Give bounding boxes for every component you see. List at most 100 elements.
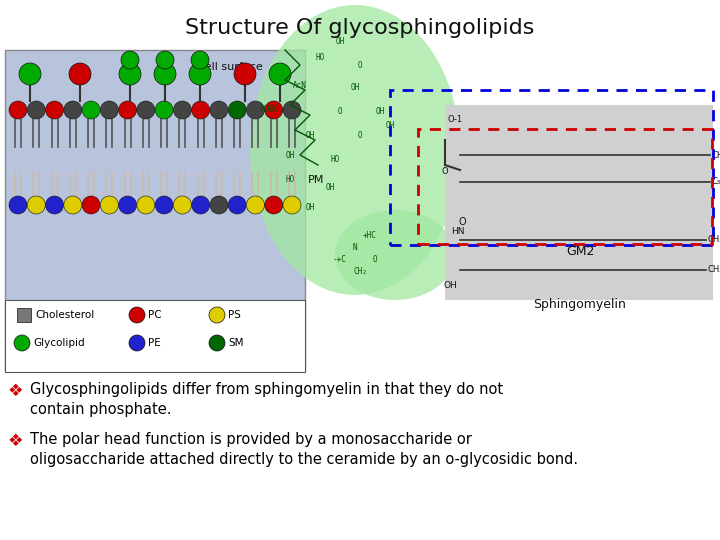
Text: +HC: +HC [363,231,377,240]
Bar [445,105,713,247]
Circle shape [246,101,264,119]
Circle shape [82,101,100,119]
Circle shape [119,101,137,119]
Circle shape [265,101,283,119]
Text: Glycolipid: Glycolipid [33,338,85,348]
Text: O: O [373,255,377,265]
Circle shape [27,196,45,214]
Circle shape [265,196,283,214]
Text: CH₃: CH₃ [712,151,720,159]
Text: O: O [358,131,362,139]
Circle shape [64,196,82,214]
Circle shape [228,196,246,214]
Circle shape [119,63,141,85]
Circle shape [283,101,301,119]
Text: AcN: AcN [293,80,307,90]
Text: OH: OH [385,120,395,130]
Circle shape [82,196,100,214]
Bar [445,182,713,300]
Text: GM2: GM2 [566,245,594,258]
Text: Cholesterol: Cholesterol [35,310,94,320]
Circle shape [189,63,211,85]
Text: O: O [338,107,342,117]
Circle shape [137,196,155,214]
Circle shape [210,196,228,214]
Bar [5,300,305,372]
Text: HO: HO [315,53,325,63]
Text: CH₂: CH₂ [353,267,367,276]
Bar [390,90,713,245]
Circle shape [14,335,30,351]
Circle shape [154,63,176,85]
Text: OH: OH [336,37,345,46]
Text: OH: OH [305,131,315,139]
Text: HOOC: HOOC [261,105,279,114]
Circle shape [209,307,225,323]
Bar [17,308,31,322]
Text: ❖: ❖ [8,382,24,400]
Text: HN: HN [451,227,464,237]
Circle shape [228,101,246,119]
Text: PM: PM [308,175,325,185]
Circle shape [9,101,27,119]
Text: O: O [358,60,362,70]
Circle shape [121,51,139,69]
Text: SM: SM [228,338,243,348]
Text: OH: OH [443,280,457,289]
Circle shape [210,101,228,119]
Circle shape [137,101,155,119]
Text: Cytosol: Cytosol [210,325,251,335]
Circle shape [129,307,145,323]
Circle shape [19,63,41,85]
Bar [418,129,712,244]
Circle shape [174,196,192,214]
Text: The polar head function is provided by a monosaccharide or: The polar head function is provided by a… [30,432,472,447]
Text: Glycosphingolipids differ from sphingomyelin in that they do not: Glycosphingolipids differ from sphingomy… [30,382,503,397]
Text: contain phosphate.: contain phosphate. [30,402,171,417]
Circle shape [192,196,210,214]
Text: HO: HO [330,156,340,165]
Text: PC: PC [148,310,161,320]
Text: PE: PE [148,338,161,348]
Text: O-1: O-1 [447,116,462,125]
Text: CH₃: CH₃ [708,266,720,274]
Circle shape [100,101,118,119]
Circle shape [192,101,210,119]
Circle shape [129,335,145,351]
Text: O: O [441,167,449,177]
Circle shape [119,196,137,214]
Text: oligosaccharide attached directly to the ceramide by an o-glycosidic bond.: oligosaccharide attached directly to the… [30,452,578,467]
Text: Structure Of glycosphingolipids: Structure Of glycosphingolipids [185,18,535,38]
Bar [5,50,305,370]
Text: CH₃: CH₃ [708,235,720,245]
Circle shape [69,63,91,85]
Circle shape [156,51,174,69]
Circle shape [209,335,225,351]
Circle shape [269,63,291,85]
Circle shape [246,196,264,214]
Text: OH: OH [351,84,359,92]
Circle shape [155,101,173,119]
Text: Cell surface: Cell surface [197,62,263,72]
Text: HO: HO [285,176,294,185]
Circle shape [27,101,45,119]
Circle shape [45,101,63,119]
Ellipse shape [250,5,460,295]
Circle shape [234,63,256,85]
Ellipse shape [335,210,455,300]
Circle shape [283,196,301,214]
Text: C₃: C₃ [712,178,720,186]
Circle shape [9,196,27,214]
Text: OH: OH [375,107,384,117]
Circle shape [191,51,209,69]
Circle shape [45,196,63,214]
Circle shape [100,196,118,214]
Text: Sphingomyelin: Sphingomyelin [534,298,626,311]
Text: OH: OH [325,184,335,192]
Text: OH: OH [285,151,294,159]
Text: OH: OH [305,204,315,213]
Text: N: N [353,242,357,252]
Circle shape [155,196,173,214]
Text: PS: PS [228,310,241,320]
Text: -+C: -+C [333,255,347,265]
